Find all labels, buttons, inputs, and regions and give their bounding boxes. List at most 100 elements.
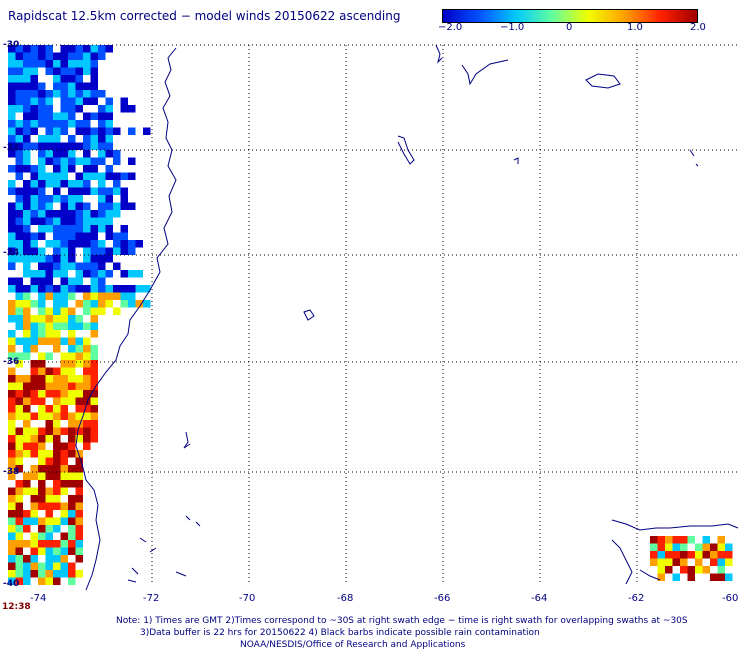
wind-cell (83, 45, 91, 53)
wind-cell (45, 277, 53, 285)
wind-cell (90, 285, 98, 293)
wind-cell (68, 322, 76, 330)
wind-cell (38, 525, 46, 533)
wind-cell (83, 90, 91, 98)
wind-cell (105, 127, 113, 135)
wind-cell (38, 360, 46, 368)
wind-cell (38, 570, 46, 578)
wind-cell (68, 337, 76, 345)
wind-cell (128, 202, 136, 210)
wind-cell (45, 330, 53, 338)
wind-cell (38, 202, 46, 210)
wind-cell (30, 487, 38, 495)
wind-cell (105, 270, 113, 278)
wind-cell (38, 195, 46, 203)
wind-cell (15, 510, 23, 518)
wind-cell (105, 225, 113, 233)
wind-cell (105, 45, 113, 53)
wind-cell (90, 322, 98, 330)
wind-cell (45, 112, 53, 120)
wind-cell (45, 555, 53, 563)
wind-cell (15, 232, 23, 240)
wind-cell (83, 382, 91, 390)
map-title: Rapidscat 12.5km corrected − model winds… (8, 9, 401, 23)
wind-cell (83, 225, 91, 233)
wind-cell (105, 165, 113, 173)
wind-cell (75, 457, 83, 465)
wind-cell (15, 240, 23, 248)
wind-cell (53, 570, 61, 578)
wind-cell (8, 465, 16, 473)
wind-cell (105, 300, 113, 308)
wind-cell (23, 75, 31, 83)
wind-cell (38, 142, 46, 150)
wind-cell (23, 435, 31, 443)
wind-cell (45, 577, 53, 585)
wind-cell (30, 52, 38, 60)
wind-cell (98, 225, 106, 233)
wind-cell (23, 570, 31, 578)
wind-cell (8, 60, 16, 68)
wind-cell (75, 82, 83, 90)
wind-cell (60, 232, 68, 240)
wind-cell (120, 195, 128, 203)
wind-cell (30, 442, 38, 450)
wind-cell (53, 195, 61, 203)
wind-cell (8, 382, 16, 390)
wind-cell (672, 573, 680, 581)
wind-cell (90, 405, 98, 413)
wind-cell (90, 97, 98, 105)
wind-cell (45, 352, 53, 360)
wind-cell (15, 457, 23, 465)
wind-cell (45, 517, 53, 525)
wind-cell (45, 270, 53, 278)
wind-cell (38, 367, 46, 375)
wind-cell (23, 60, 31, 68)
wind-cell (665, 551, 673, 559)
wind-cell (45, 390, 53, 398)
wind-cell (8, 337, 16, 345)
wind-cell (75, 157, 83, 165)
wind-cell (45, 202, 53, 210)
wind-cell (15, 97, 23, 105)
wind-cell (60, 367, 68, 375)
wind-cell (695, 566, 703, 574)
wind-cell (83, 187, 91, 195)
wind-cell (90, 375, 98, 383)
wind-cell (75, 270, 83, 278)
wind-cell (83, 97, 91, 105)
wind-cell (30, 532, 38, 540)
wind-cell (68, 412, 76, 420)
wind-cell (128, 240, 136, 248)
wind-cell (45, 97, 53, 105)
wind-cell (53, 172, 61, 180)
wind-cell (75, 232, 83, 240)
wind-cell (60, 502, 68, 510)
wind-cell (90, 142, 98, 150)
wind-cell (113, 247, 121, 255)
wind-cell (83, 367, 91, 375)
wind-cell (45, 52, 53, 60)
wind-cell (15, 45, 23, 53)
wind-cell (23, 270, 31, 278)
wind-cell (38, 172, 46, 180)
wind-cell (15, 142, 23, 150)
wind-cell (30, 465, 38, 473)
wind-cell (30, 187, 38, 195)
wind-cell (38, 412, 46, 420)
wind-cell (695, 543, 703, 551)
wind-cell (23, 97, 31, 105)
wind-cell (45, 90, 53, 98)
wind-cell (83, 217, 91, 225)
wind-cell (83, 112, 91, 120)
wind-cell (650, 543, 658, 551)
wind-cell (60, 247, 68, 255)
wind-cell (60, 255, 68, 263)
wind-cell (75, 142, 83, 150)
wind-cell (30, 165, 38, 173)
wind-cell (83, 435, 91, 443)
wind-cell (15, 187, 23, 195)
wind-cell (30, 270, 38, 278)
wind-cell (68, 382, 76, 390)
island-2 (461, 59, 509, 86)
